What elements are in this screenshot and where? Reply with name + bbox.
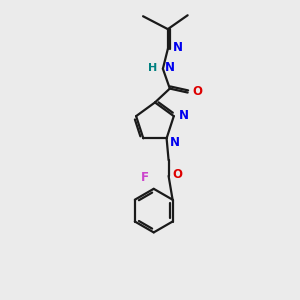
Text: O: O [193, 85, 202, 98]
Text: N: N [165, 61, 175, 74]
Text: H: H [148, 63, 157, 73]
Text: O: O [172, 168, 182, 182]
Text: N: N [179, 109, 189, 122]
Text: F: F [141, 171, 149, 184]
Text: N: N [169, 136, 180, 149]
Text: N: N [173, 41, 183, 55]
